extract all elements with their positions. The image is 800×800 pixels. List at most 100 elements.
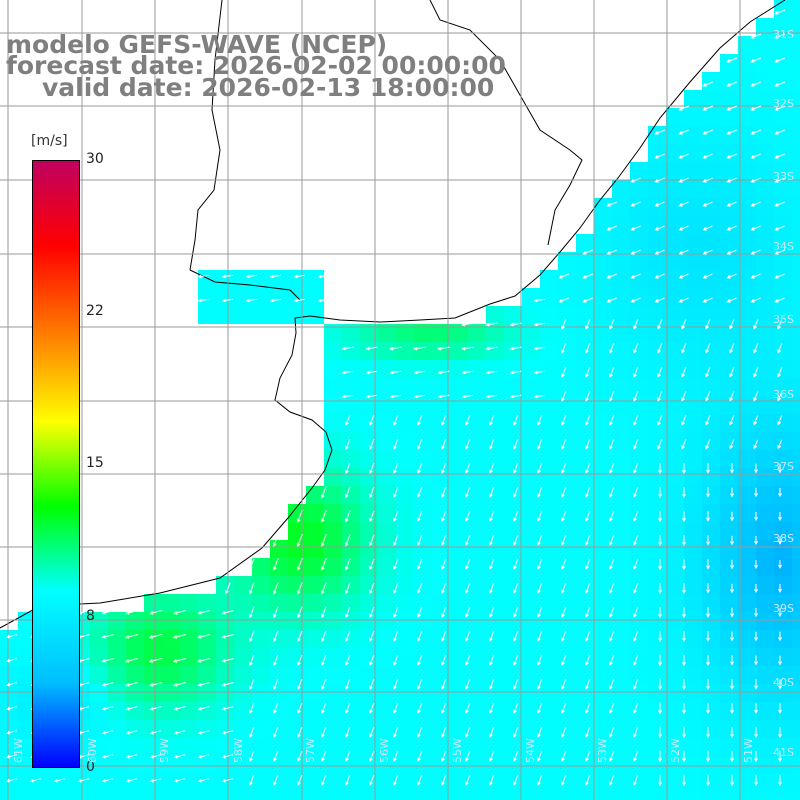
field-cell	[738, 576, 756, 594]
wind-vector	[750, 273, 761, 279]
field-cell	[648, 288, 666, 306]
field-cell	[450, 720, 468, 738]
field-cell	[612, 234, 630, 252]
wind-vector	[297, 654, 303, 666]
field-cell	[414, 360, 432, 378]
field-cell	[144, 756, 162, 774]
field-cell	[252, 702, 270, 720]
wind-vector	[754, 679, 758, 690]
field-cell	[18, 702, 36, 720]
field-cell	[612, 180, 630, 198]
wind-vector	[225, 582, 231, 595]
field-cell	[594, 450, 612, 468]
field-cell	[720, 216, 738, 234]
wind-vector	[149, 754, 162, 759]
field-cell	[432, 486, 450, 504]
field-cell	[540, 558, 558, 576]
field-cell	[738, 378, 756, 396]
wind-vector	[393, 702, 399, 714]
wind-vector	[561, 726, 567, 738]
wind-vector	[369, 510, 375, 523]
field-cell	[324, 576, 342, 594]
wind-vector	[754, 631, 758, 642]
wind-vector	[533, 370, 546, 375]
field-cell	[396, 540, 414, 558]
field-cell	[306, 594, 324, 612]
wind-vector	[248, 558, 255, 571]
field-cell	[792, 684, 800, 702]
wind-vector	[221, 778, 234, 783]
field-cell	[612, 504, 630, 522]
wind-vector	[173, 778, 186, 783]
wind-vector	[413, 346, 426, 351]
field-cell	[648, 324, 666, 342]
wind-vector	[774, 81, 786, 87]
field-cell	[756, 108, 774, 126]
field-cell	[720, 576, 738, 594]
field-cell	[720, 198, 738, 216]
wind-vector	[369, 486, 375, 499]
wind-vector	[101, 682, 114, 687]
field-cell	[594, 432, 612, 450]
field-cell	[306, 288, 324, 306]
field-cell	[540, 666, 558, 684]
wind-vector	[630, 201, 641, 207]
field-cell	[720, 648, 738, 666]
field-cell	[720, 594, 738, 612]
field-cell	[666, 378, 684, 396]
wind-vector	[702, 153, 713, 159]
field-cell	[396, 468, 414, 486]
field-cell	[0, 684, 18, 702]
field-cell	[666, 522, 684, 540]
field-cell	[54, 792, 72, 800]
wind-vector	[125, 610, 138, 615]
wind-vector	[345, 774, 351, 786]
field-cell	[774, 522, 792, 540]
field-cell	[270, 540, 288, 558]
field-cell	[450, 648, 468, 666]
wind-vector	[465, 654, 471, 666]
field-cell	[612, 522, 630, 540]
colorbar-tick-min: 0	[86, 759, 95, 775]
field-cell	[756, 126, 774, 144]
field-cell	[792, 432, 800, 450]
field-cell	[270, 576, 288, 594]
lat-label: 37S	[773, 460, 794, 473]
field-cell	[0, 648, 18, 666]
wind-vector	[750, 33, 762, 39]
field-cell	[468, 522, 486, 540]
field-cell	[792, 108, 800, 126]
wind-vector	[173, 682, 186, 687]
field-cell	[666, 792, 684, 800]
field-cell	[450, 558, 468, 576]
field-cell	[198, 774, 216, 792]
field-cell	[540, 630, 558, 648]
field-cell	[630, 792, 648, 800]
wind-vector	[682, 702, 686, 715]
wind-vector	[561, 558, 567, 570]
wind-vector	[297, 750, 303, 762]
wind-vector	[754, 655, 758, 666]
field-cell	[756, 234, 774, 252]
field-cell	[360, 486, 378, 504]
field-cell	[522, 360, 540, 378]
wind-vector	[561, 534, 567, 546]
field-cell	[360, 630, 378, 648]
field-cell	[612, 648, 630, 666]
field-cell	[774, 180, 792, 198]
colorbar-tick: 8	[86, 608, 95, 624]
field-cell	[414, 702, 432, 720]
field-cell	[396, 378, 414, 396]
wind-vector	[77, 778, 90, 783]
field-cell	[324, 720, 342, 738]
wind-vector	[489, 726, 495, 738]
field-cell	[468, 756, 486, 774]
field-cell	[324, 738, 342, 756]
field-cell	[342, 576, 360, 594]
wind-vector	[561, 702, 567, 714]
field-cell	[648, 648, 666, 666]
field-cell	[216, 684, 234, 702]
wind-vector	[730, 655, 734, 666]
field-cell	[648, 738, 666, 756]
wind-vector	[393, 462, 399, 474]
